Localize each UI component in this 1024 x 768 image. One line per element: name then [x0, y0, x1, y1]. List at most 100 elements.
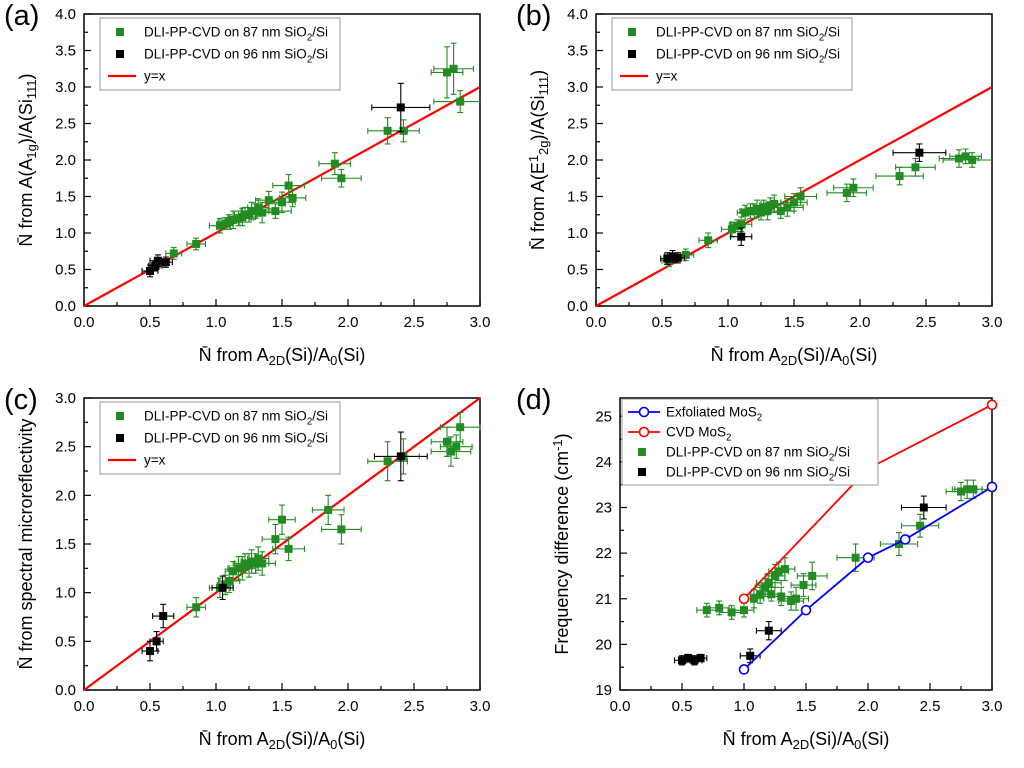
- data-point: [218, 583, 227, 592]
- tick-labels: 0.0 0.5 1.0 1.5 2.0 2.5 3.0 19 20 21 22 23 24 25: [595, 408, 1002, 715]
- chart-c: 0.0 0.5 1.0 1.5 2.0 2.5 3.0 0.0 0.5 1.0 1.5 2.0 2.5 3…: [0, 384, 512, 768]
- legend: DLI-PP-CVD on 87 nm SiO2/Si DLI-PP-CVD on…: [99, 17, 341, 91]
- y-axis-title: Frequency difference (cm-1): [550, 433, 572, 654]
- legend-marker: [638, 468, 646, 476]
- svg-text:1.5: 1.5: [272, 314, 293, 331]
- series-scatter: [660, 143, 947, 265]
- svg-text:1.5: 1.5: [272, 698, 293, 715]
- svg-text:2.5: 2.5: [404, 698, 425, 715]
- data-point: [761, 583, 770, 592]
- chart-svg-b: 0.0 0.5 1.0 1.5 2.0 2.5 3.0 0.0 0.5 1.0 1.5 2.0 2.5 3…: [526, 6, 1002, 368]
- data-point: [738, 593, 750, 605]
- chart-d: 0.0 0.5 1.0 1.5 2.0 2.5 3.0 19 20 21 22 23 24 25 N̄ fr…: [512, 384, 1024, 768]
- svg-text:1.0: 1.0: [55, 585, 76, 602]
- data-point: [957, 487, 965, 496]
- data-point: [895, 540, 903, 548]
- legend-label: DLI-PP-CVD on 87 nm SiO2/Si: [666, 445, 850, 464]
- legend-label: DLI-PP-CVD on 96 nm SiO2/Si: [656, 47, 840, 66]
- data-point: [161, 258, 170, 267]
- data-point: [146, 647, 154, 656]
- svg-text:3.0: 3.0: [470, 698, 491, 715]
- svg-text:2.0: 2.0: [55, 487, 76, 504]
- panel-c: (c) 0.0 0.5 1.0 1.5 2.0 2.5 3.0 0.0 0.5 1.0 1.5 2.0…: [0, 384, 512, 768]
- data-point: [443, 68, 451, 77]
- svg-text:1.0: 1.0: [567, 225, 588, 242]
- svg-text:1.5: 1.5: [796, 698, 817, 715]
- data-point: [663, 254, 672, 263]
- legend-label: DLI-PP-CVD on 96 nm SiO2/Si: [144, 431, 328, 450]
- tick-labels: 0.0 0.5 1.0 1.5 2.0 2.5 3.0 0.0 0.5 1.0 1.5 2.0 2.5 3…: [55, 390, 490, 715]
- svg-text:2.0: 2.0: [850, 314, 871, 331]
- data-point: [771, 571, 779, 580]
- svg-text:0.5: 0.5: [140, 698, 161, 715]
- legend-marker: [116, 28, 124, 36]
- data-point: [681, 250, 690, 259]
- svg-text:1.0: 1.0: [206, 314, 227, 331]
- y-axis-title: N̄ from spectral microreflectivity: [16, 418, 36, 669]
- data-point: [169, 249, 178, 258]
- data-point: [238, 564, 247, 573]
- data-point: [715, 603, 724, 612]
- svg-text:1.5: 1.5: [55, 189, 76, 206]
- data-point: [399, 126, 408, 135]
- axis-ticks: [619, 415, 993, 691]
- legend-label: DLI-PP-CVD on 87 nm SiO2/Si: [144, 409, 328, 428]
- data-point: [452, 442, 461, 451]
- data-point: [783, 203, 792, 212]
- svg-text:1.5: 1.5: [784, 314, 805, 331]
- data-point: [284, 181, 293, 190]
- legend-marker: [116, 50, 124, 58]
- legend-label: CVD MoS2: [666, 425, 731, 444]
- data-point: [396, 452, 405, 461]
- data-point: [849, 183, 858, 192]
- data-point: [258, 208, 267, 217]
- series: [674, 479, 993, 666]
- data-point: [383, 457, 392, 466]
- svg-text:1.0: 1.0: [55, 225, 76, 242]
- legend-marker: [628, 28, 636, 36]
- data-point: [215, 221, 224, 230]
- svg-text:0.0: 0.0: [55, 298, 76, 315]
- series: [83, 397, 481, 691]
- svg-text:2.5: 2.5: [916, 314, 937, 331]
- y-axis-title: N̄ from A(E12g)/A(Si111): [526, 70, 551, 250]
- data-point: [254, 554, 263, 563]
- data-point: [337, 174, 346, 183]
- panel-label-c: (c): [4, 384, 38, 416]
- svg-text:20: 20: [595, 636, 612, 653]
- data-point: [776, 207, 785, 216]
- legend-label: y=x: [656, 69, 678, 84]
- svg-text:2.5: 2.5: [55, 116, 76, 133]
- chart-a: 0.0 0.5 1.0 1.5 2.0 2.5 3.0 0.0 0.5 1.0 1.5 2.0 2.5 3…: [0, 0, 512, 384]
- data-point: [284, 544, 293, 553]
- legend-label: DLI-PP-CVD on 87 nm SiO2/Si: [656, 25, 840, 44]
- data-point: [911, 163, 920, 172]
- svg-text:3.5: 3.5: [55, 43, 76, 60]
- svg-text:2.0: 2.0: [567, 152, 588, 169]
- data-point: [895, 172, 904, 181]
- svg-text:22: 22: [595, 545, 612, 562]
- data-point: [737, 220, 746, 229]
- svg-text:0.0: 0.0: [74, 698, 95, 715]
- chart-svg-a: 0.0 0.5 1.0 1.5 2.0 2.5 3.0 0.0 0.5 1.0 1.5 2.0 2.5 3…: [16, 6, 490, 368]
- svg-text:0.0: 0.0: [55, 682, 76, 699]
- series-scatter: [696, 479, 993, 620]
- data-point: [337, 525, 346, 534]
- data-point: [986, 399, 998, 411]
- svg-text:2.5: 2.5: [404, 314, 425, 331]
- panel-label-d: (d): [516, 384, 552, 416]
- data-point: [915, 148, 924, 157]
- data-point: [330, 159, 339, 168]
- svg-text:1.0: 1.0: [718, 314, 739, 331]
- data-point: [702, 606, 711, 615]
- data-point: [443, 437, 451, 446]
- data-point: [757, 208, 765, 217]
- svg-text:0.5: 0.5: [55, 262, 76, 279]
- data-point: [851, 553, 860, 562]
- svg-text:19: 19: [595, 682, 612, 699]
- svg-text:2.5: 2.5: [55, 439, 76, 456]
- svg-text:0.0: 0.0: [567, 298, 588, 315]
- svg-text:2.5: 2.5: [567, 116, 588, 133]
- data-point: [796, 192, 805, 201]
